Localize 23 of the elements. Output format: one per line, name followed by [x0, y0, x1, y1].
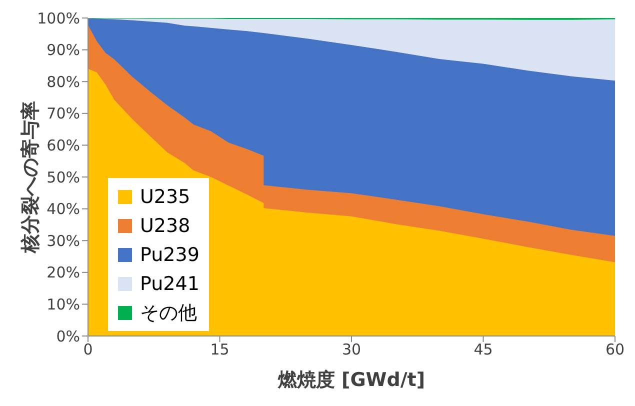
x-tick-label: 60 [605, 340, 625, 359]
y-tick-label: 80% [46, 72, 80, 91]
y-axis-title: 核分裂への寄与率 [20, 101, 42, 254]
x-tick-label: 0 [83, 340, 93, 359]
y-tick-label: 90% [46, 41, 80, 60]
x-axis-title: 燃焼度 [GWd/t] [276, 369, 426, 391]
legend-label: U235 [140, 186, 190, 208]
y-tick-label: 40% [46, 200, 80, 218]
y-tick-label: 50% [46, 168, 80, 186]
legend-label: その他 [140, 300, 197, 326]
legend-label: Pu239 [140, 244, 200, 266]
x-tick-label: 15 [210, 340, 230, 359]
y-tick-label: 100% [37, 9, 80, 28]
x-tick-label: 30 [342, 340, 362, 359]
legend-label: U238 [140, 214, 190, 236]
y-tick-label: 60% [46, 136, 80, 155]
legend-label: Pu241 [140, 272, 200, 294]
y-tick-label: 20% [46, 264, 80, 282]
y-tick-label: 10% [46, 296, 80, 314]
y-tick-label: 70% [46, 104, 80, 123]
y-tick-label: 30% [46, 232, 80, 250]
x-tick-label: 45 [474, 340, 493, 359]
y-tick-label: 0% [56, 327, 80, 346]
